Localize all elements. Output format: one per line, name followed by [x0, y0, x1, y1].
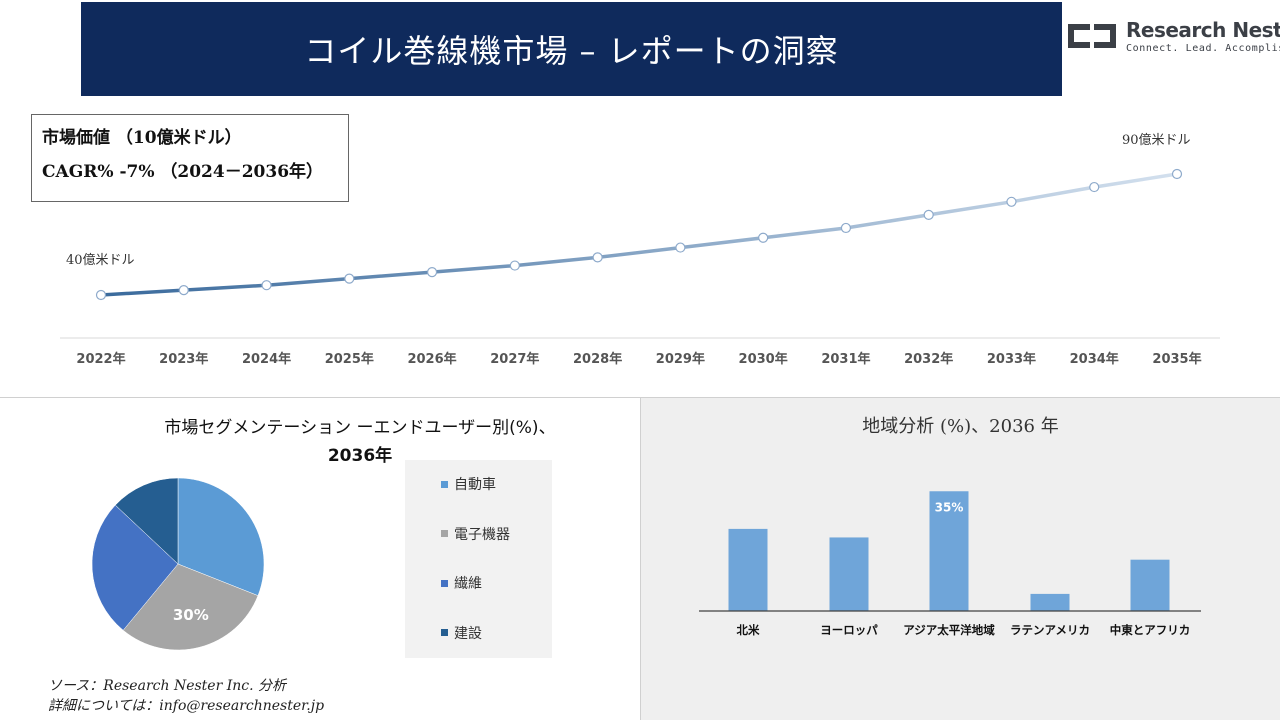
pie-legend: 自動車電子機器繊維建設	[405, 460, 552, 658]
line-point	[426, 267, 438, 278]
legend-label: 繊維	[454, 576, 482, 592]
region-bar	[829, 537, 869, 611]
x-tick-label: 2029年	[656, 351, 705, 367]
legend-item: 建設	[441, 623, 482, 643]
legend-item: 自動車	[441, 474, 496, 494]
segment-chart-title: 市場セグメンテーション ーエンドユーザー別(%)、 2036年	[100, 414, 620, 470]
x-tick-label: 2034年	[1070, 351, 1119, 367]
bar-category-label: ラテンアメリカ	[1010, 623, 1090, 637]
line-point	[675, 242, 686, 253]
page-title: コイル巻線機市場 – レポートの洞察	[304, 32, 839, 70]
line-point	[758, 232, 769, 243]
line-point	[592, 252, 603, 263]
market-line-chart: 2022年 2023年 2024年 2025年 2026年 2027年 2028年 2029年…	[60, 132, 1220, 367]
x-tick-label: 2023年	[159, 351, 208, 367]
market-series-line	[100, 172, 1178, 297]
source-note: ソース：Research Nester Inc. 分析 詳細については：info…	[48, 676, 324, 716]
line-point	[1006, 196, 1017, 207]
pie-data-label: 30%	[173, 606, 209, 624]
legend-label: 電子機器	[454, 526, 510, 543]
region-bar	[929, 491, 969, 611]
region-chart-title: 地域分析 (%)、2036 年	[862, 416, 1059, 437]
x-tick-label: 2035年	[1152, 351, 1201, 367]
x-tick-label: 2028年	[573, 351, 622, 367]
x-tick-label: 2031年	[821, 351, 870, 367]
logo-name: Research Nester	[1126, 18, 1280, 42]
x-tick-label: 2022年	[76, 351, 125, 367]
title-banner: コイル巻線機市場 – レポートの洞察	[81, 2, 1062, 96]
x-tick-label: 2032年	[904, 351, 953, 367]
x-tick-label: 2030年	[739, 351, 788, 367]
line-point	[1089, 181, 1100, 193]
line-point	[509, 260, 520, 271]
segment-title-line2: 2036年	[327, 446, 393, 466]
region-bar-chart: 北米 ヨーロッパ 35% アジア太平洋地域 ラテンアメリカ 中東とアフリカ	[699, 491, 1201, 637]
source-line: ソース：Research Nester Inc. 分析	[48, 678, 287, 694]
end-value-label: 90億米ドル	[1122, 132, 1191, 148]
bar-category-label: アジア太平洋地域	[903, 623, 995, 637]
x-tick-label: 2024年	[242, 351, 291, 367]
bar-category-label: 中東とアフリカ	[1110, 623, 1191, 637]
region-bar	[1130, 559, 1170, 611]
pie-slice	[114, 477, 179, 565]
line-point	[344, 273, 355, 284]
bar-category-label: 北米	[737, 623, 760, 637]
legend-swatch	[441, 530, 448, 537]
line-point	[923, 209, 934, 220]
line-point	[261, 280, 272, 291]
legend-item: 繊維	[441, 573, 482, 593]
x-tick-label: 2026年	[407, 351, 456, 367]
legend-swatch	[441, 480, 448, 488]
x-tick-label: 2033年	[987, 351, 1036, 367]
section-divider-vertical	[640, 397, 641, 720]
segment-title-line1: 市場セグメンテーション ーエンドユーザー別(%)、	[164, 418, 556, 438]
region-bar	[1030, 593, 1070, 611]
x-tick-label: 2027年	[490, 351, 539, 367]
bar-category-label: ヨーロッパ	[820, 623, 878, 637]
pie-slice	[91, 504, 179, 631]
line-point	[178, 284, 189, 296]
legend-item: 電子機器	[441, 524, 510, 544]
market-value-box: 市場価値 （10億米ドル） CAGR% -7% （2024－2036年）	[31, 114, 349, 202]
cagr-label: CAGR% -7% （2024－2036年）	[42, 162, 324, 182]
logo-tagline: Connect. Lead. Accomplish	[1126, 43, 1280, 54]
market-value-label: 市場価値 （10億米ドル）	[42, 128, 242, 148]
x-tick-label: 2025年	[325, 351, 374, 367]
legend-swatch	[441, 579, 448, 587]
region-bar	[728, 528, 768, 611]
segment-pie-chart: 30%	[91, 477, 265, 651]
line-point	[1171, 168, 1183, 180]
research-nester-logo-icon	[1068, 24, 1116, 48]
logo: Research Nester Connect. Lead. Accomplis…	[1064, 18, 1280, 58]
legend-label: 自動車	[454, 477, 496, 493]
contact-line: 詳細については：info@researchnester.jp	[48, 698, 325, 714]
start-value-label: 40億米ドル	[66, 252, 135, 268]
pie-slice	[122, 563, 259, 651]
legend-label: 建設	[454, 625, 482, 642]
pie-slice	[177, 477, 265, 596]
line-point	[95, 289, 107, 301]
line-point	[840, 222, 852, 234]
legend-swatch	[441, 629, 448, 636]
bar-data-label: 35%	[935, 500, 964, 514]
